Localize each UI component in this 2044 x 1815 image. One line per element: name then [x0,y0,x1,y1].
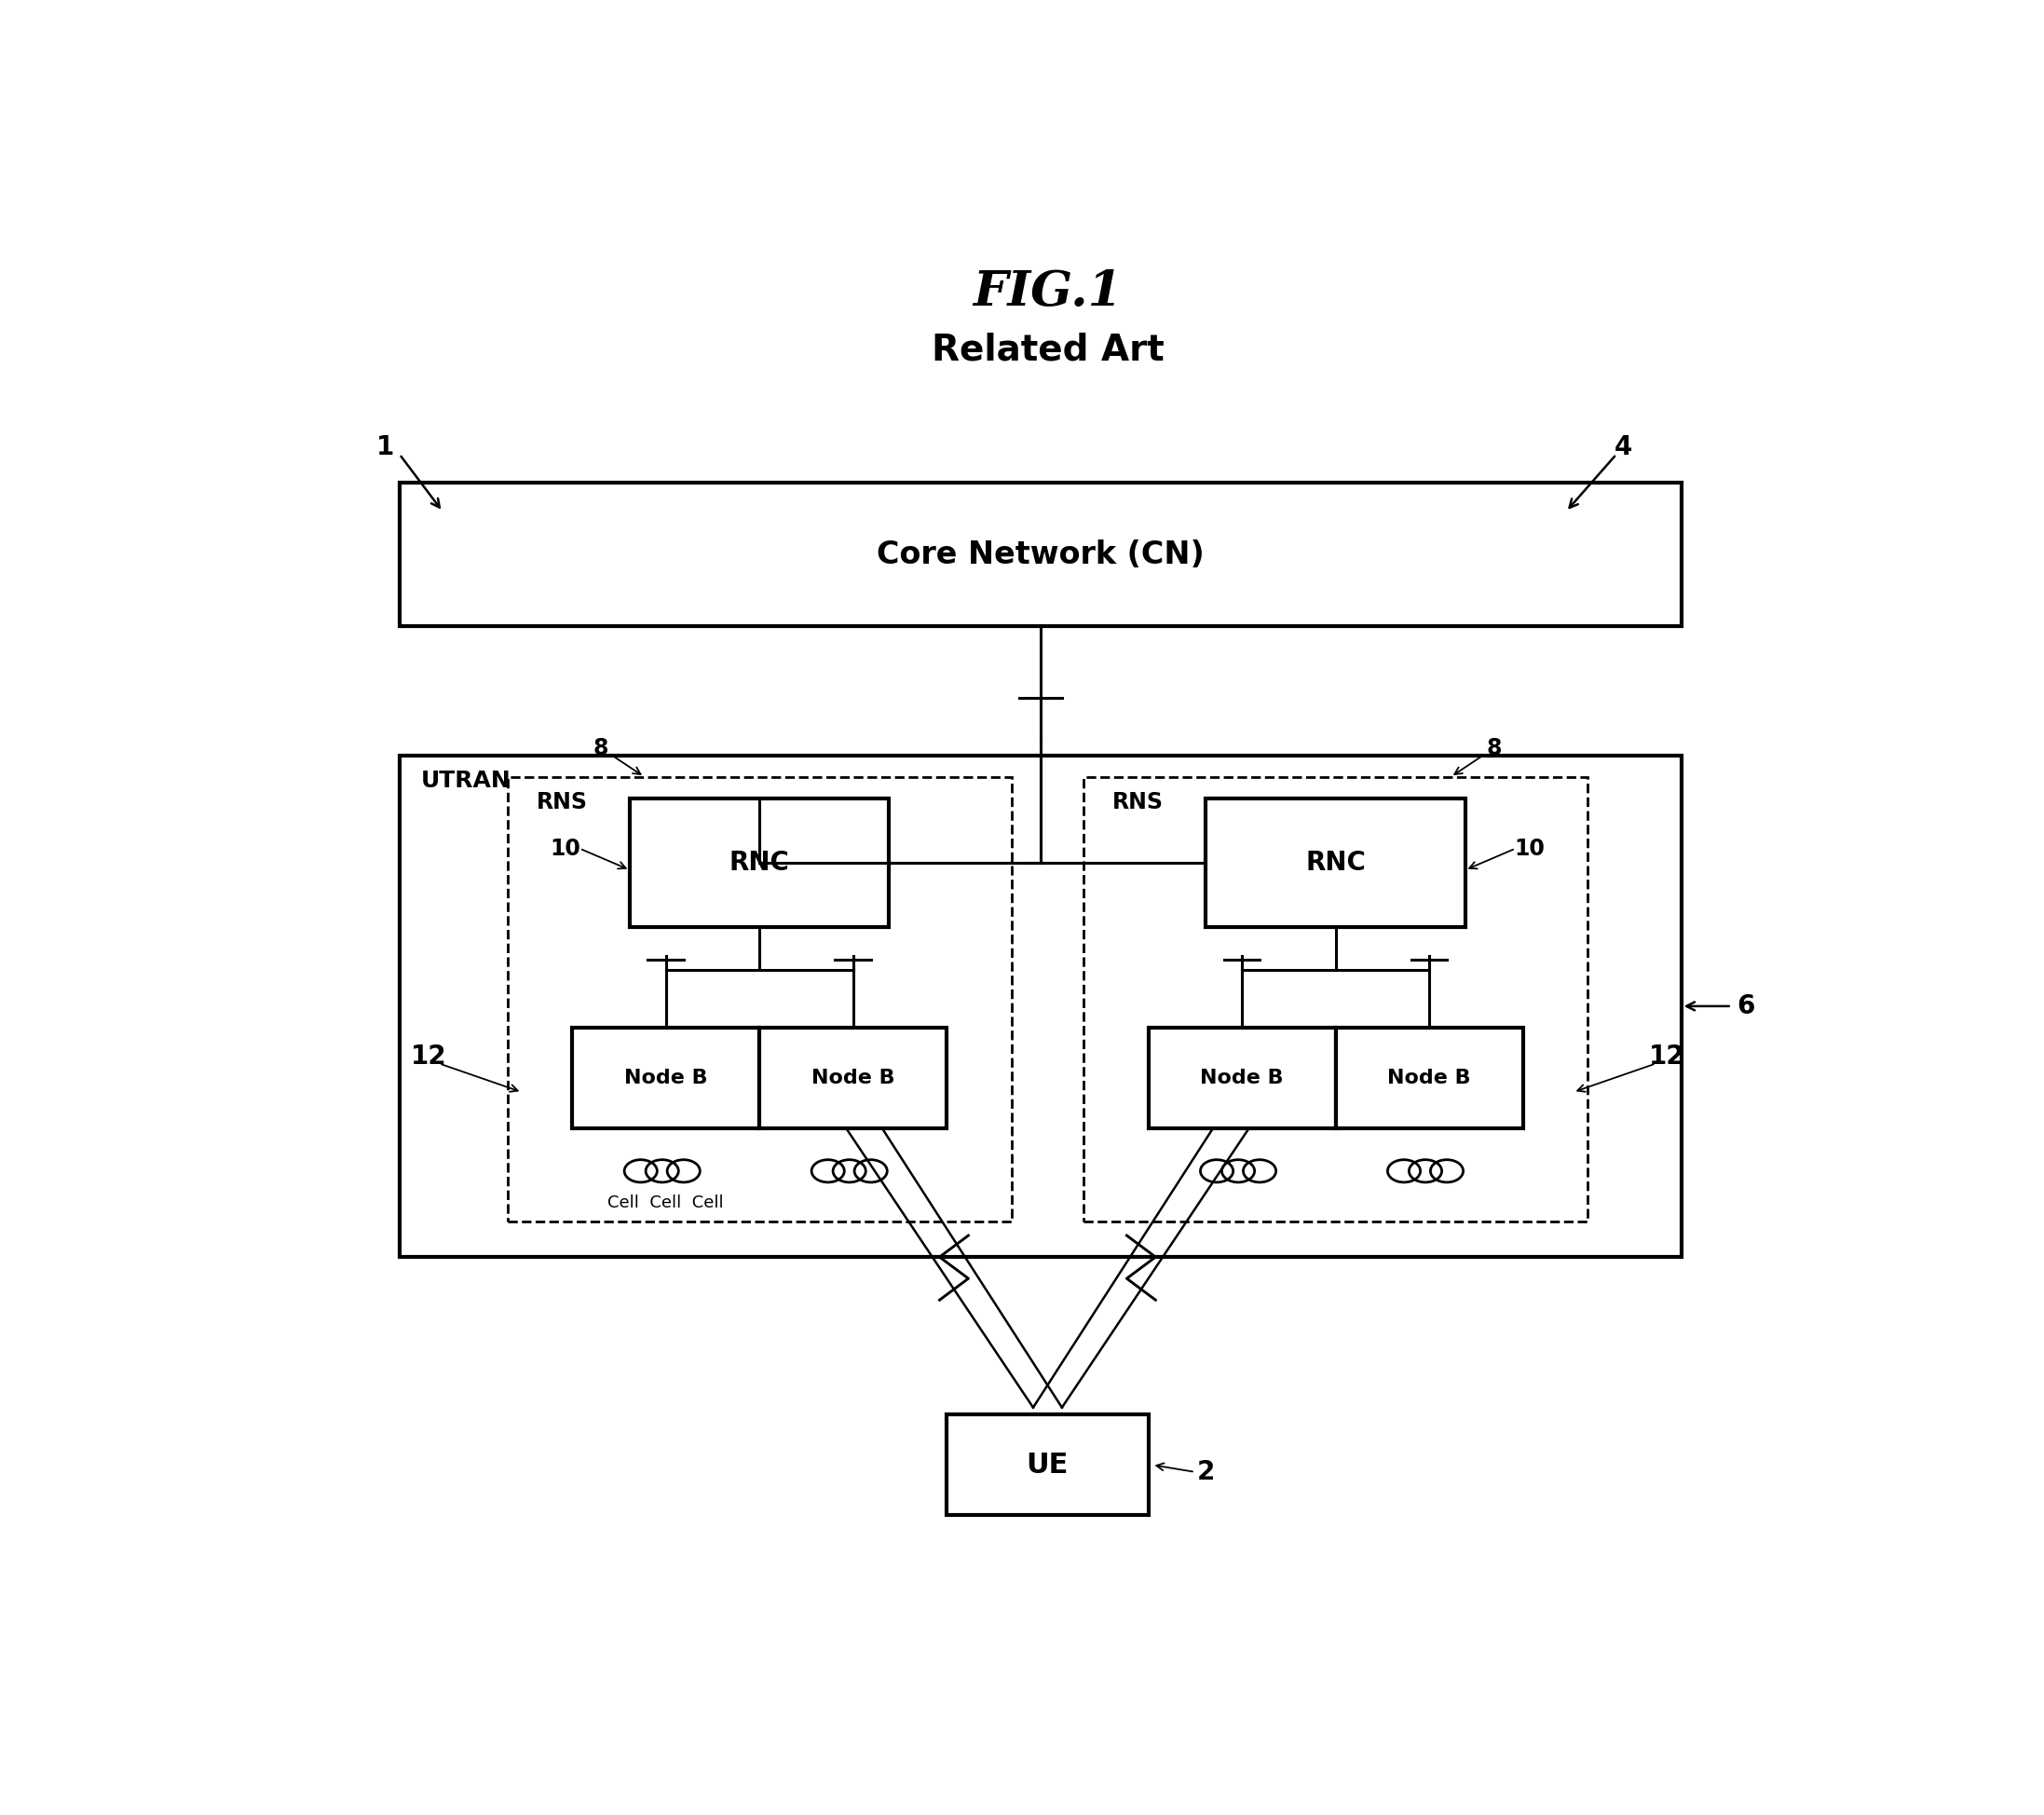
Text: 12: 12 [1650,1044,1684,1069]
Bar [760,1027,946,1127]
Text: RNC: RNC [1306,849,1365,877]
Text: Related Art: Related Art [932,332,1163,368]
Bar [1083,777,1588,1221]
Bar [399,483,1680,626]
Text: UTRAN: UTRAN [421,770,511,791]
Text: Node B: Node B [1388,1069,1472,1087]
Bar [630,799,889,927]
Bar [507,777,1012,1221]
Text: Node B: Node B [811,1069,895,1087]
Text: 10: 10 [550,837,580,860]
Text: 8: 8 [1486,737,1502,759]
Text: RNS: RNS [536,791,587,813]
Text: 10: 10 [1515,837,1545,860]
Text: Node B: Node B [623,1069,707,1087]
Bar [572,1027,760,1127]
Text: FIG.1: FIG.1 [973,269,1122,316]
Text: Node B: Node B [1200,1069,1284,1087]
Text: 6: 6 [1737,993,1756,1020]
Bar [946,1414,1149,1516]
Text: UE: UE [1026,1452,1069,1479]
Text: 1: 1 [376,434,394,461]
Text: 8: 8 [593,737,609,759]
Text: 2: 2 [1198,1459,1214,1485]
Text: Core Network (CN): Core Network (CN) [877,539,1204,570]
Text: RNS: RNS [1112,791,1163,813]
Text: RNC: RNC [730,849,789,877]
Bar [1335,1027,1523,1127]
Bar [399,755,1680,1258]
Text: 4: 4 [1615,434,1633,461]
Bar [1206,799,1466,927]
Text: 12: 12 [411,1044,446,1069]
Bar [1149,1027,1335,1127]
Text: Cell  Cell  Cell: Cell Cell Cell [607,1194,724,1212]
